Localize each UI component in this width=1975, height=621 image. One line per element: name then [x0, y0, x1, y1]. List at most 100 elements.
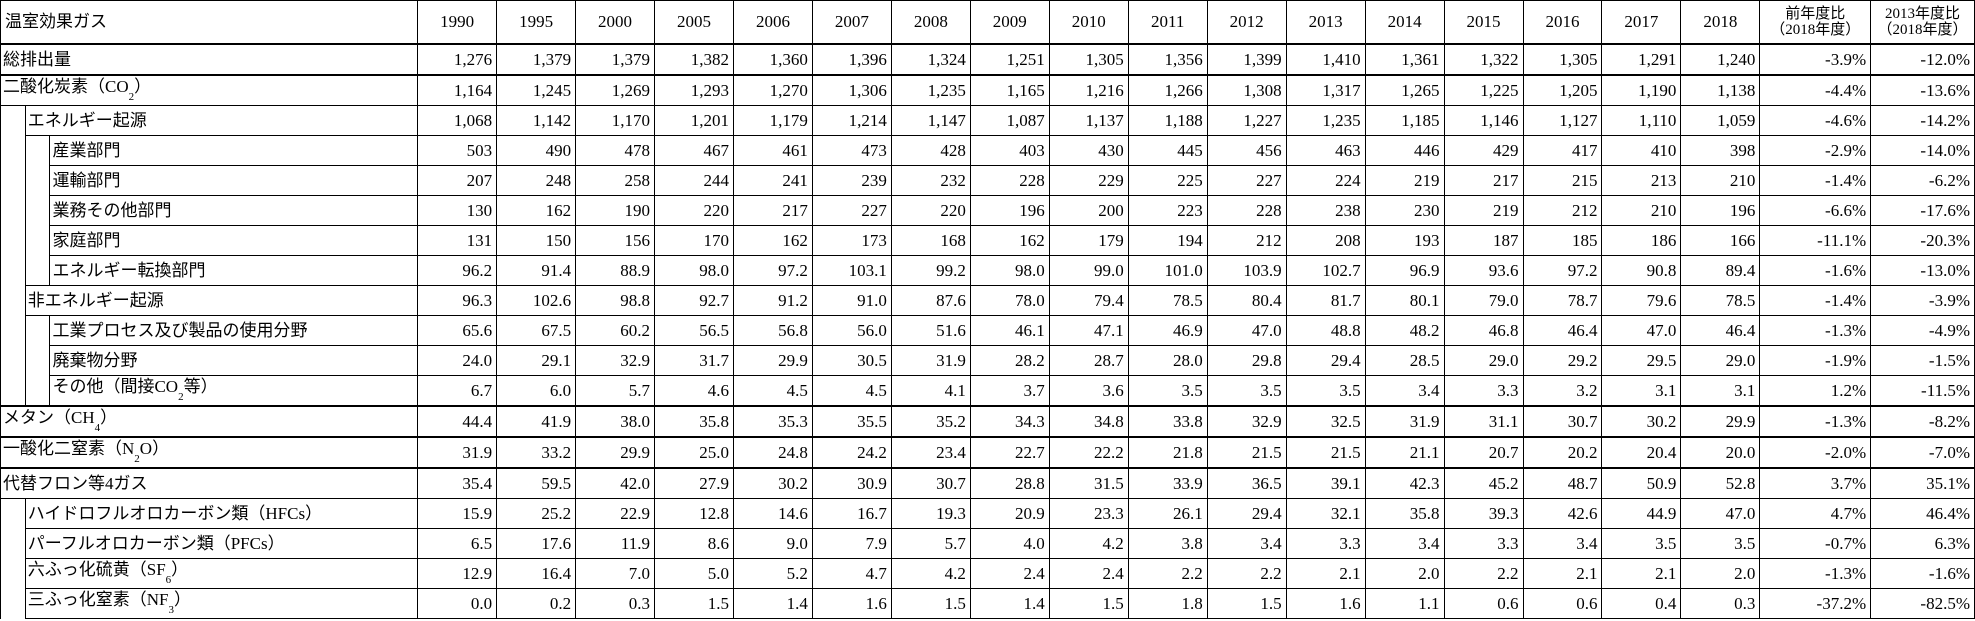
header-label-cell: 温室効果ガス [0, 0, 419, 45]
ratio-prev-cell: 4.7% [1759, 498, 1872, 529]
value-cell: 2.1 [1601, 558, 1682, 589]
value-cell: 1,356 [1127, 43, 1208, 76]
row-label: 廃棄物分野 [49, 345, 419, 376]
value-cell: 4.7 [811, 558, 892, 589]
table-row: 二酸化炭素（CO2） 1,164 1,245 1,269 1,293 1,270 1,306… [0, 74, 1975, 106]
value-cell: 78.7 [1522, 285, 1603, 316]
ratio-prev-cell: -6.6% [1759, 195, 1872, 226]
formula-open: （ [129, 560, 147, 580]
value-cell: 2.1 [1285, 558, 1366, 589]
value-cell: 456 [1206, 135, 1287, 166]
value-cell: 24.0 [417, 345, 498, 376]
value-cell: 3.3 [1443, 375, 1524, 407]
value-cell: 1,138 [1680, 74, 1761, 106]
value-cell: 42.0 [575, 467, 656, 499]
header-year-2011: 2011 [1127, 0, 1208, 45]
value-cell: 21.8 [1127, 436, 1208, 469]
chem-subscript: 3 [168, 603, 174, 616]
value-cell: 16.7 [811, 498, 892, 529]
value-cell: 503 [417, 135, 498, 166]
indent-cell [24, 255, 51, 286]
value-cell: 166 [1680, 225, 1761, 256]
header-year-2000: 2000 [575, 0, 656, 45]
ratio-prev-cell: -4.4% [1759, 74, 1872, 106]
value-cell: 238 [1285, 195, 1366, 226]
ratio-prev-cell: -3.9% [1759, 43, 1872, 76]
value-cell: 0.2 [496, 588, 577, 619]
value-cell: 6.0 [496, 375, 577, 407]
value-cell: 22.7 [969, 436, 1050, 469]
value-cell: 99.2 [890, 255, 971, 286]
value-cell: 3.1 [1601, 375, 1682, 407]
value-cell: 20.4 [1601, 436, 1682, 469]
ratio-prev-cell: -2.9% [1759, 135, 1872, 166]
value-cell: 3.4 [1206, 528, 1287, 559]
value-cell: 31.9 [417, 436, 498, 469]
ratio-prev-cell: -1.4% [1759, 285, 1872, 316]
value-cell: 22.2 [1048, 436, 1129, 469]
value-cell: 1.5 [890, 588, 971, 619]
value-cell: 1,214 [811, 105, 892, 136]
value-cell: 223 [1127, 195, 1208, 226]
value-cell: 33.8 [1127, 405, 1208, 438]
value-cell: 463 [1285, 135, 1366, 166]
value-cell: 217 [1443, 165, 1524, 196]
value-cell: 4.0 [969, 528, 1050, 559]
value-cell: 1,322 [1443, 43, 1524, 76]
row-label-text: 代替フロン等4ガス [3, 473, 148, 493]
row-label: 代替フロン等4ガス [0, 467, 419, 499]
ratio-prev-cell: -1.3% [1759, 558, 1872, 589]
row-label: 工業プロセス及び製品の使用分野 [49, 315, 419, 346]
value-cell: 32.9 [1206, 405, 1287, 438]
value-cell: 258 [575, 165, 656, 196]
indent-cell [0, 588, 26, 619]
header-ratio-2013: 2013年度比 （2018年度） [1870, 0, 1975, 45]
indent-cell [24, 165, 51, 196]
value-cell: 1,188 [1127, 105, 1208, 136]
table-body: 総排出量 1,276 1,379 1,379 1,382 1,360 1,396 1,324 1… [0, 43, 1975, 619]
ratio-2013-cell: -17.6% [1870, 195, 1975, 226]
value-cell: 1,305 [1522, 43, 1603, 76]
value-cell: 5.7 [575, 375, 656, 407]
value-cell: 3.7 [969, 375, 1050, 407]
value-cell: 4.5 [811, 375, 892, 407]
value-cell: 212 [1206, 225, 1287, 256]
value-cell: 224 [1285, 165, 1366, 196]
value-cell: 28.7 [1048, 345, 1129, 376]
value-cell: 90.8 [1601, 255, 1682, 286]
value-cell: 1,269 [575, 74, 656, 106]
ratio-prev-cell: -1.3% [1759, 315, 1872, 346]
value-cell: 3.5 [1680, 528, 1761, 559]
value-cell: 1,068 [417, 105, 498, 136]
value-cell: 3.5 [1127, 375, 1208, 407]
indent-cell [0, 255, 26, 286]
value-cell: 3.4 [1364, 375, 1445, 407]
value-cell: 473 [811, 135, 892, 166]
value-cell: 1,317 [1285, 74, 1366, 106]
value-cell: 220 [890, 195, 971, 226]
ratio-prev-cell: -11.1% [1759, 225, 1872, 256]
value-cell: 102.7 [1285, 255, 1366, 286]
row-label-text: 非エネルギー起源 [27, 290, 164, 310]
indent-cell [0, 225, 26, 256]
value-cell: 96.9 [1364, 255, 1445, 286]
value-cell: 29.5 [1601, 345, 1682, 376]
value-cell: 403 [969, 135, 1050, 166]
value-cell: 78.0 [969, 285, 1050, 316]
header-year-2016: 2016 [1522, 0, 1603, 45]
value-cell: 35.8 [1364, 498, 1445, 529]
value-cell: 29.1 [496, 345, 577, 376]
value-cell: 96.3 [417, 285, 498, 316]
header-year-2012: 2012 [1206, 0, 1287, 45]
row-label: メタン（CH4） [0, 405, 419, 438]
formula-close: ） [134, 77, 152, 97]
indent-cell [0, 195, 26, 226]
ratio-2013-cell: -8.2% [1870, 405, 1975, 438]
value-cell: 38.0 [575, 405, 656, 438]
value-cell: 36.5 [1206, 467, 1287, 499]
value-cell: 200 [1048, 195, 1129, 226]
indent-cell [24, 225, 51, 256]
value-cell: 47.1 [1048, 315, 1129, 346]
value-cell: 19.3 [890, 498, 971, 529]
table-row: エネルギー起源 1,068 1,142 1,170 1,201 1,179 1,214 1,1… [0, 105, 1975, 136]
